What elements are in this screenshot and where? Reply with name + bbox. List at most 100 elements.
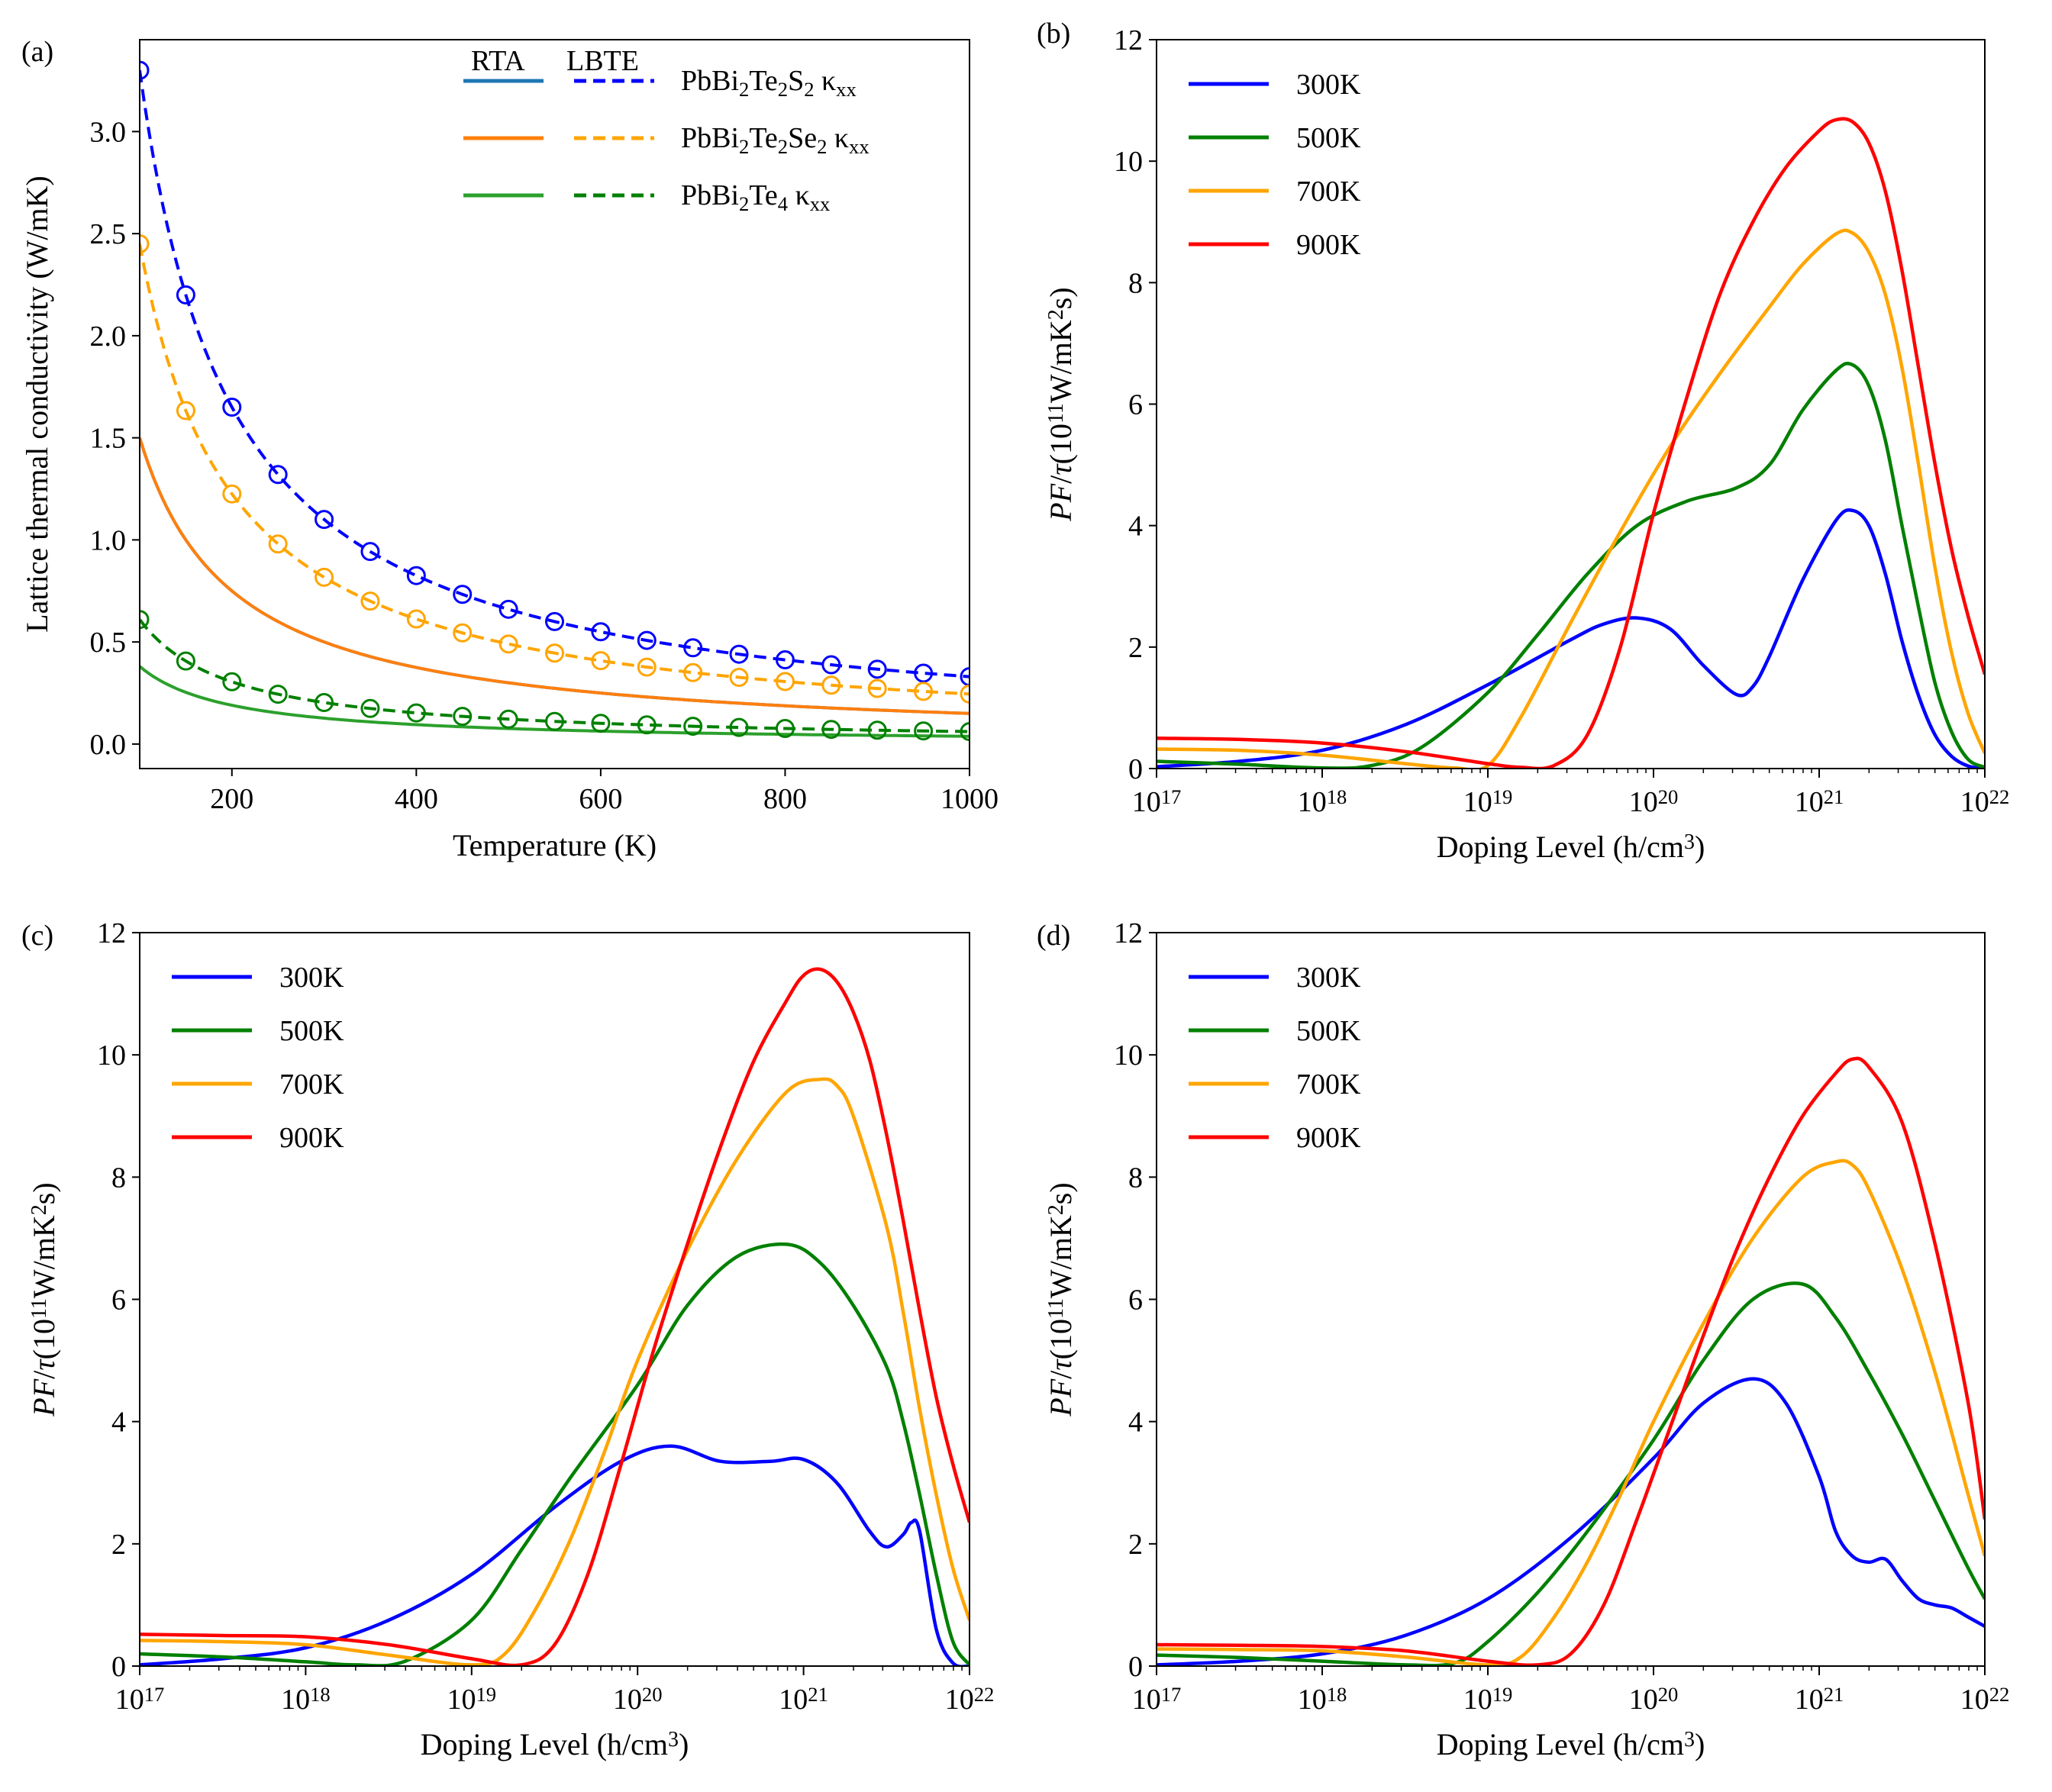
y-tick-label: 1.0	[90, 524, 127, 556]
lbte-marker	[591, 714, 611, 733]
x-tick-label: 800	[763, 783, 807, 815]
x-tick-label: 1022	[1960, 785, 2010, 818]
lbte-marker	[315, 567, 334, 587]
x-tick-label: 1020	[613, 1683, 663, 1716]
x-tick-label: 1022	[945, 1683, 995, 1716]
lbte-marker	[176, 651, 195, 671]
legend: RTA LBTE PbBi2Te2S2 κxx PbBi2Te2Se2 κxx PbBi…	[463, 45, 870, 215]
x-tick-label: 1017	[1132, 785, 1182, 818]
lbte-marker	[268, 465, 288, 485]
lbte-marker	[268, 534, 288, 554]
lbte-marker	[360, 542, 380, 562]
plot-area	[140, 967, 970, 1666]
axes-frame	[139, 932, 970, 1667]
plot-area	[140, 60, 970, 742]
panel-b: (b) 1017 1018 1019 1020 1021 1022 0 2 4 6 8 10 12 Dopi…	[1037, 18, 2009, 864]
legend-header-lbte: LBTE	[566, 45, 639, 77]
y-tick-label: 0.0	[90, 729, 127, 761]
legend-label: 500K	[279, 1015, 344, 1047]
legend-label: 900K	[1296, 1122, 1361, 1154]
legend-label: 500K	[1296, 1015, 1361, 1047]
y-tick-label: 6	[1128, 1284, 1143, 1317]
series-line-700K	[1157, 228, 1985, 769]
legend-label: 300K	[279, 962, 344, 994]
lbte-marker	[821, 720, 841, 740]
lbte-marker	[683, 717, 703, 736]
lbte-marker	[821, 675, 841, 695]
y-axis-label: PF/τ(1011W/mK2s)	[1044, 287, 1078, 521]
legend-label: 700K	[1296, 1068, 1361, 1101]
y-tick-label: 2.0	[90, 321, 127, 353]
x-tick-label: 1017	[115, 1683, 165, 1716]
legend-entry-label: PbBi2Te4 κxx	[681, 179, 830, 215]
lbte-marker	[545, 643, 564, 663]
lbte-marker	[775, 719, 795, 739]
lbte-marker	[222, 398, 242, 417]
series-line-300K	[1157, 508, 1985, 769]
lbte-marker	[315, 693, 334, 713]
lbte-marker	[406, 703, 426, 723]
lbte-marker	[914, 721, 934, 741]
series-line-300K	[1157, 1377, 1985, 1666]
y-axis-label: Lattice thermal conductivity (W/mK)	[20, 176, 54, 633]
lbte-marker	[637, 715, 657, 735]
legend-label: 900K	[1296, 229, 1361, 261]
lbte-marker	[140, 234, 150, 254]
y-tick-label: 3.0	[90, 116, 127, 148]
panel-label: (a)	[21, 36, 53, 68]
panel-c: (c) 1017 1018 1019 1020 1021 1022 0 2 4 6 8 10 12 Dopi…	[21, 917, 994, 1761]
y-tick-label: 10	[1114, 146, 1143, 178]
x-tick-label: 1022	[1960, 1683, 2010, 1716]
lbte-marker	[222, 484, 242, 504]
lbte-marker	[591, 651, 611, 671]
x-axis-label: Doping Level (h/cm3)	[421, 1727, 689, 1761]
lbte-marker	[360, 698, 380, 718]
y-tick-label: 4	[1128, 511, 1143, 543]
y-axis-label: PF/τ(1011W/mK2s)	[1044, 1182, 1078, 1417]
lbte-marker	[406, 566, 426, 585]
y-tick-label: 4	[111, 1407, 126, 1439]
x-axis-label: Temperature (K)	[453, 828, 657, 862]
x-tick-label: 1021	[779, 1683, 828, 1716]
lbte-marker	[960, 684, 970, 704]
x-tick-label: 1019	[447, 1683, 497, 1716]
y-tick-label: 2.5	[90, 218, 127, 250]
y-axis-label: PF/τ(1011W/mK2s)	[27, 1182, 61, 1417]
lbte-curve	[140, 243, 970, 696]
lbte-marker	[140, 60, 150, 80]
x-tick-label: 1020	[1629, 1683, 1679, 1716]
lbte-curve	[140, 69, 970, 678]
y-tick-label: 8	[1128, 1162, 1143, 1194]
y-tick-label: 12	[97, 917, 126, 949]
x-tick-label: 1020	[1629, 785, 1679, 818]
lbte-marker	[821, 655, 841, 675]
lbte-curve	[140, 618, 970, 733]
x-axis-label: Doping Level (h/cm3)	[1437, 830, 1705, 864]
lbte-marker	[406, 609, 426, 629]
lbte-marker	[914, 682, 934, 701]
series-line-500K	[1157, 361, 1985, 769]
lbte-marker	[960, 667, 970, 687]
y-tick-label: 12	[1114, 24, 1143, 56]
lbte-marker	[729, 644, 749, 664]
y-tick-label: 4	[1128, 1407, 1143, 1439]
lbte-marker	[637, 630, 657, 650]
y-tick-label: 2	[111, 1529, 126, 1561]
lbte-marker	[453, 585, 473, 604]
lbte-marker	[498, 709, 518, 729]
lbte-marker	[176, 285, 195, 305]
lbte-marker	[867, 659, 887, 679]
series-line-900K	[140, 967, 970, 1666]
y-tick-label: 0	[111, 1651, 126, 1683]
y-tick-label: 8	[111, 1162, 126, 1194]
legend-entry-label: PbBi2Te2Se2 κxx	[681, 122, 870, 158]
series-line-900K	[1157, 1056, 1985, 1666]
lbte-marker	[683, 638, 703, 658]
x-tick-label: 1017	[1132, 1683, 1182, 1716]
lbte-marker	[315, 510, 334, 530]
lbte-marker	[140, 610, 150, 630]
y-tick-label: 2	[1128, 1529, 1143, 1561]
lbte-marker	[176, 401, 195, 421]
x-tick-label: 1019	[1463, 1683, 1513, 1716]
